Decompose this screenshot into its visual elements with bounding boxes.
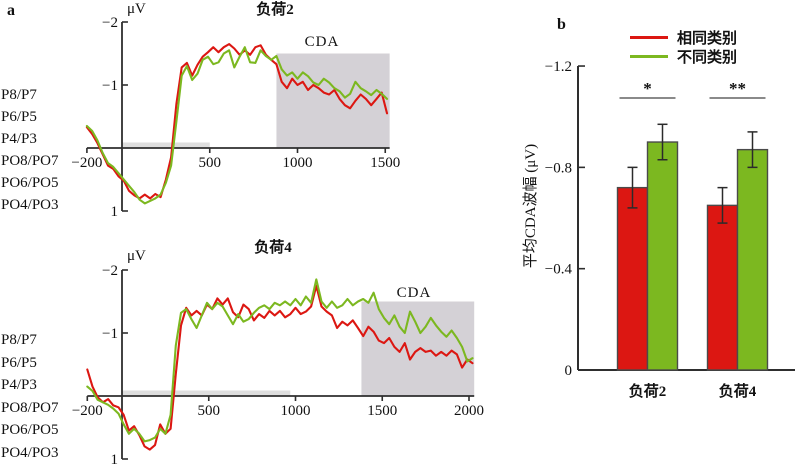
bar [616, 186, 649, 371]
erp-load4-title: 负荷4 [254, 240, 292, 256]
y-tick-label: 0 [565, 363, 573, 379]
electrode-label: P8/P7 [1, 87, 37, 103]
erp-load4-cda-label: CDA [396, 285, 432, 301]
erp-load2-unit-label: μV [127, 1, 146, 17]
erp-chart-load4: −200 500 1000 1500 2000 −2 −1 1 [72, 263, 484, 468]
y-tick-label: −1.2 [545, 59, 572, 75]
bar [706, 204, 739, 371]
electrode-label: P4/P3 [1, 377, 37, 394]
cda-shaded-region [276, 53, 390, 148]
stimulus-bar [122, 142, 210, 148]
panel-a-label: a [7, 2, 15, 19]
y-tick-label: −2 [102, 263, 118, 279]
electrode-label: PO6/PO5 [1, 422, 59, 439]
electrode-label: PO8/PO7 [1, 153, 59, 169]
x-tick-label: 1000 [283, 155, 313, 171]
legend: 相同类别 不同类别 [630, 28, 737, 66]
electrode-label: PO8/PO7 [1, 399, 59, 416]
erp-waveform [86, 284, 474, 451]
x-tick-label: 500 [199, 155, 222, 171]
electrode-label: PO4/PO3 [1, 197, 59, 213]
electrode-label: P6/P5 [1, 109, 37, 125]
legend-label: 相同类别 [677, 31, 738, 47]
x-tick-label: 1500 [370, 155, 400, 171]
erp-load4-unit-label: μV [127, 248, 146, 264]
x-tick-label: 500 [198, 403, 221, 419]
legend-item-same-category: 相同类别 [630, 28, 737, 47]
bar-chart-y-axis-label: 平均CDA波幅 (μV) [523, 143, 539, 269]
x-tick-label: −200 [71, 155, 102, 171]
legend-line-red-icon [630, 36, 668, 39]
significance-marker: * [643, 79, 652, 98]
y-tick-label: 1 [111, 452, 119, 468]
y-tick-label: −1 [102, 326, 118, 342]
electrode-label: P4/P3 [1, 131, 37, 147]
erp-load4-electrode-list: P8/P7 P6/P5 P4/P3 PO8/PO7 PO6/PO5 PO4/PO… [1, 332, 59, 468]
category-label: 负荷4 [719, 382, 757, 400]
y-tick-label: −1 [102, 78, 118, 94]
panel-b-label: b [557, 16, 566, 33]
y-tick-label: −0.4 [545, 262, 573, 278]
y-tick-label: −0.8 [545, 160, 572, 176]
category-label: 负荷2 [629, 382, 667, 400]
electrode-label: P8/P7 [1, 332, 37, 348]
erp-chart-load2: −200 500 1000 1500 −2 −1 1 [71, 15, 400, 220]
erp-load2-cda-label: CDA [304, 34, 340, 50]
erp-load2-electrode-list: P8/P7 P6/P5 P4/P3 PO8/PO7 PO6/PO5 PO4/PO… [1, 87, 59, 219]
erp-load2-title: 负荷2 [256, 2, 294, 18]
bar [646, 141, 679, 371]
bar [736, 148, 769, 371]
x-tick-label: 1500 [367, 403, 397, 419]
stimulus-bar [122, 390, 291, 396]
electrode-label: PO6/PO5 [1, 175, 59, 191]
x-tick-label: −200 [72, 403, 103, 419]
electrode-label: PO4/PO3 [1, 444, 59, 461]
bar-chart-cda-amplitude: −1.2 −0.8 −0.4 0 负荷2 * 负荷4 ** [545, 59, 795, 400]
legend-line-green-icon [630, 55, 668, 58]
electrode-label: P6/P5 [1, 354, 37, 371]
y-tick-label: 1 [111, 204, 119, 220]
legend-item-different-category: 不同类别 [630, 47, 737, 66]
erp-waveform [85, 46, 389, 205]
legend-label: 不同类别 [677, 50, 738, 66]
x-tick-label: 1000 [281, 403, 311, 419]
significance-marker: ** [729, 79, 746, 98]
y-tick-label: −2 [102, 15, 118, 31]
erp-waveform [86, 278, 474, 443]
x-tick-label: 2000 [454, 403, 484, 419]
